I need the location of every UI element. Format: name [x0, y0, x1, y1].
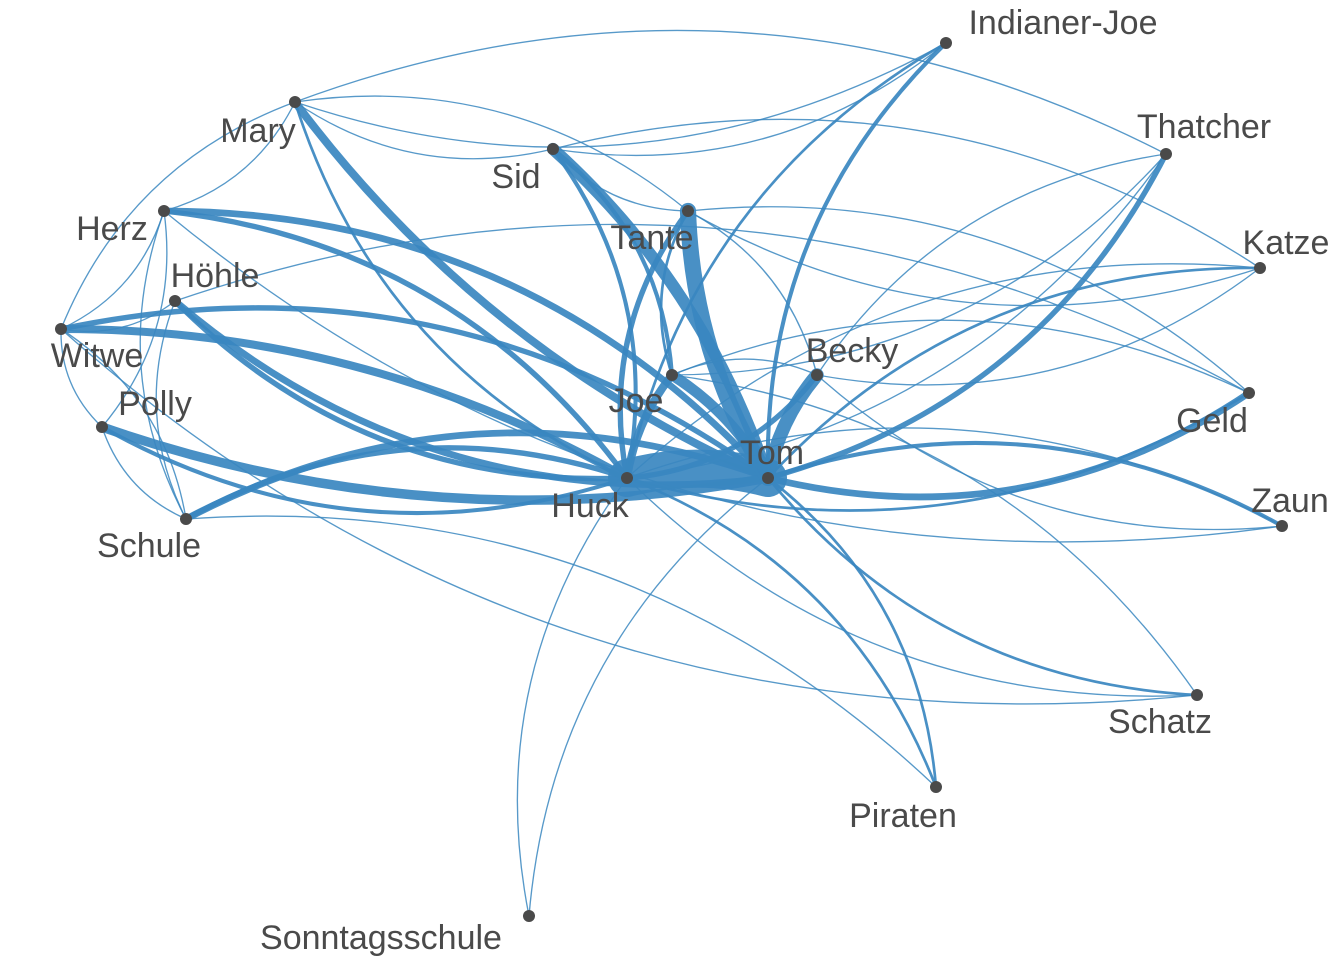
edge-herz-polly	[101, 210, 168, 428]
edge-sid-mary	[294, 101, 554, 160]
node-label-mary: Mary	[220, 112, 296, 150]
edge-mary-thatcher	[294, 29, 1167, 155]
node-thatcher	[1160, 148, 1172, 160]
node-label-tante: Tante	[610, 219, 693, 257]
edge-tom-zaun	[765, 440, 1285, 529]
node-label-sid: Sid	[491, 158, 540, 196]
edge-tom-katze	[766, 266, 1262, 480]
edge-huck-indianerjoe	[625, 41, 948, 480]
edge-tom-witwe	[58, 305, 771, 481]
node-polly	[96, 421, 108, 433]
edge-huck-schatz	[626, 477, 1198, 697]
edge-joe-geld	[671, 319, 1250, 394]
edge-witwe-schatz	[60, 328, 1198, 705]
edge-joe-schatz	[671, 374, 1198, 696]
edge-tom-polly	[97, 422, 773, 505]
node-piraten	[930, 781, 942, 793]
node-sid	[547, 143, 559, 155]
node-mary	[289, 96, 301, 108]
node-label-schule: Schule	[97, 527, 201, 565]
node-label-herz: Herz	[76, 210, 148, 248]
node-label-polly: Polly	[118, 385, 192, 423]
edge-layer	[56, 29, 1285, 917]
edge-tom-herz	[160, 207, 772, 482]
node-label-tom: Tom	[740, 434, 804, 472]
node-witwe	[55, 323, 67, 335]
edge-tom-huck	[608, 449, 787, 497]
edge-becky-tante	[687, 210, 818, 376]
node-label-hoehle: Höhle	[171, 257, 260, 295]
label-layer: Tom Huck Joe Becky Tante Sid Mary Herz Höhle Witw…	[51, 4, 1330, 957]
edge-huck-sid	[550, 146, 638, 481]
edge-huck-piraten	[625, 476, 938, 789]
edge-tom-tante	[679, 202, 777, 487]
node-layer	[55, 37, 1288, 922]
node-schule	[180, 513, 192, 525]
node-label-geld: Geld	[1176, 402, 1248, 440]
edge-mary-witwe	[60, 101, 296, 330]
node-tom	[762, 472, 774, 484]
edge-becky-thatcher	[816, 153, 1167, 376]
node-label-huck: Huck	[551, 487, 629, 525]
node-herz	[158, 205, 170, 217]
edge-sid-katze	[552, 118, 1261, 269]
node-label-katze: Katze	[1243, 224, 1330, 262]
node-label-becky: Becky	[806, 332, 899, 370]
node-indianerjoe	[940, 37, 952, 49]
edge-huck-herz	[161, 208, 630, 481]
edge-tante-katze	[687, 210, 1261, 307]
edge-tom-sonntagsschule	[528, 477, 769, 917]
node-label-indianerjoe: Indianer-Joe	[968, 4, 1157, 42]
node-joe	[666, 369, 678, 381]
edge-tom-thatcher	[765, 151, 1169, 481]
edge-tom-indianerjoe	[765, 40, 949, 481]
edge-polly-schule	[101, 426, 187, 520]
node-geld	[1243, 387, 1255, 399]
node-becky	[811, 369, 823, 381]
node-label-sonntagsschule: Sonntagsschule	[260, 919, 502, 957]
edge-becky-katze	[816, 267, 1261, 386]
node-label-schatz: Schatz	[1108, 703, 1212, 741]
node-sonntagsschule	[523, 910, 535, 922]
edge-hoehle-geld	[174, 223, 1250, 394]
node-zaun	[1276, 520, 1288, 532]
edge-joe-thatcher	[671, 153, 1167, 376]
edge-huck-sonntagsschule	[516, 477, 628, 917]
node-label-witwe: Witwe	[51, 337, 144, 375]
edge-mary-indianerjoe	[294, 42, 947, 148]
edge-becky-zaun	[816, 374, 1283, 531]
edge-joe-tante	[659, 209, 690, 377]
edge-sid-indianerjoe	[552, 42, 947, 157]
node-label-joe: Joe	[609, 382, 664, 420]
edge-tom-mary	[290, 97, 773, 483]
edge-witwe-schule	[60, 328, 187, 520]
edge-mary-herz	[163, 101, 296, 212]
edge-schule-piraten	[185, 515, 937, 788]
node-huck	[621, 472, 633, 484]
edge-hoehle-schule	[155, 300, 187, 520]
node-label-zaun: Zaun	[1251, 482, 1329, 520]
edge-tom-geld	[764, 389, 1253, 501]
node-katze	[1254, 262, 1266, 274]
edge-tante-geld	[687, 206, 1250, 394]
node-label-thatcher: Thatcher	[1137, 108, 1271, 146]
edge-tom-schatz	[766, 476, 1199, 697]
node-hoehle	[169, 295, 181, 307]
node-label-piraten: Piraten	[849, 797, 957, 835]
edge-tom-piraten	[766, 476, 938, 789]
node-schatz	[1191, 689, 1203, 701]
edge-tante-mary	[294, 95, 689, 212]
node-tante	[682, 205, 694, 217]
edge-witwe-polly	[60, 328, 103, 428]
edge-huck-witwe	[56, 324, 632, 483]
